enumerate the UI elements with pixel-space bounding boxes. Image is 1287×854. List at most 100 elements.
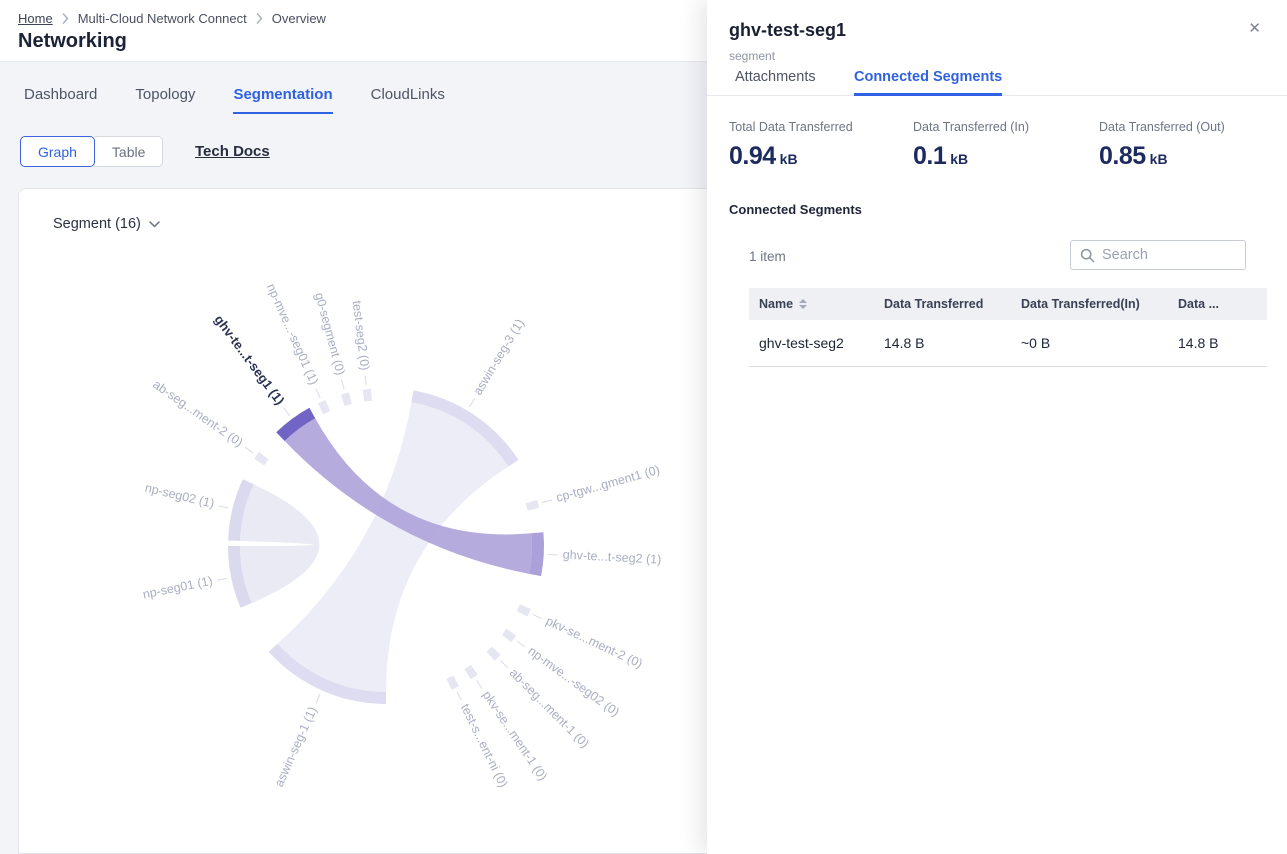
chord-leader-line	[469, 398, 476, 408]
panel-tab-connected-segments[interactable]: Connected Segments	[854, 69, 1003, 96]
column-header-data-truncated: Data ...	[1168, 288, 1267, 320]
cell-data-transferred: 14.8 B	[874, 320, 1011, 367]
page-title: Networking	[18, 30, 127, 52]
chord-leader-line	[283, 407, 291, 417]
chord-leader-line	[500, 660, 508, 668]
chord-ribbon-np-seg02-1-	[240, 484, 320, 603]
chevron-down-icon	[149, 216, 160, 232]
chord-arc-aswin-seg-3-1-[interactable]	[411, 390, 519, 467]
tab-topology[interactable]: Topology	[135, 86, 196, 103]
chord-arc-ghv-te-t-seg2-1-[interactable]	[529, 532, 545, 577]
stat-value: 0.85 kB	[1099, 142, 1168, 170]
chord-label-ab-seg-ment-2-0-: ab-seg...ment-2 (0)	[150, 377, 245, 449]
chord-leader-line	[476, 680, 483, 689]
close-icon[interactable]: ✕	[1248, 20, 1261, 37]
chord-arc-ab-seg-ment-2-0-[interactable]	[254, 452, 269, 466]
chord-arc-np-mve-seg02-0-[interactable]	[501, 628, 517, 643]
stat-total-data: Total Data Transferred 0.94 kB	[729, 120, 853, 171]
tab-cloudlinks[interactable]: CloudLinks	[370, 86, 445, 103]
chord-ribbon-aswin-seg-3-1-	[277, 402, 509, 692]
chord-leader-line	[541, 499, 552, 504]
connected-segments-heading: Connected Segments	[729, 202, 862, 217]
panel-title: ghv-test-seg1	[729, 20, 847, 40]
breadcrumb-item[interactable]: Multi-Cloud Network Connect	[77, 11, 247, 26]
tab-segmentation[interactable]: Segmentation	[233, 86, 333, 114]
stat-unit: kB	[779, 151, 798, 167]
chord-ribbon-ghv-te-t-seg1-1-[interactable]	[284, 418, 532, 574]
graph-view-button[interactable]: Graph	[20, 136, 95, 167]
search-box	[1070, 240, 1246, 270]
search-input[interactable]	[1102, 247, 1236, 263]
chevron-right-icon	[256, 13, 263, 24]
table-view-button[interactable]: Table	[94, 136, 164, 167]
panel-tab-attachments[interactable]: Attachments	[735, 69, 816, 85]
chord-arc-np-mve-seg01-1-[interactable]	[318, 400, 331, 415]
chord-leader-line	[315, 693, 321, 704]
tab-dashboard[interactable]: Dashboard	[24, 86, 98, 103]
chord-label-np-mve-seg01-1-: np-mve...-seg01 (1)	[264, 282, 321, 387]
segment-dropdown[interactable]: Segment (16)	[53, 216, 160, 232]
stat-unit: kB	[1149, 151, 1168, 167]
breadcrumb-item: Overview	[271, 11, 326, 26]
chevron-right-icon	[62, 13, 69, 24]
chord-leader-line	[341, 379, 345, 390]
segmentation-chord-chart: aswin-seg-3 (1) cp-tgw...gment1 (0) ghv-te…	[142, 282, 662, 790]
chord-arc-cp-tgw-gment1-0-[interactable]	[525, 499, 540, 511]
stat-value: 0.1 kB	[913, 142, 969, 170]
chord-label-ghv-te-t-seg1-1-: ghv-te...t-seg1 (1)	[212, 312, 288, 407]
segment-details-panel: Attachments Connected Segments ghv-test-…	[707, 0, 1287, 854]
stat-unit: kB	[950, 151, 969, 167]
stat-label: Data Transferred (Out)	[1099, 120, 1225, 134]
cell-data-transferred-out: 14.8 B	[1168, 320, 1267, 367]
stat-label: Total Data Transferred	[729, 120, 853, 134]
column-header-name[interactable]: Name	[749, 288, 874, 320]
chord-label-np-seg02-1-: np-seg02 (1)	[144, 481, 216, 511]
items-count: 1 item	[749, 249, 786, 264]
cell-data-transferred-in: ~0 B	[1011, 320, 1168, 367]
table-header-row: Name Data Transferred Data Transferred(I…	[749, 288, 1267, 320]
chord-label-aswin-seg-3-1-: aswin-seg-3 (1)	[471, 317, 527, 398]
main-nav-tabs: Dashboard Topology Segmentation CloudLin…	[24, 86, 445, 114]
chord-leader-line	[315, 388, 321, 399]
chord-arc-np-seg01-1-[interactable]	[228, 546, 252, 608]
panel-tabs: Attachments Connected Segments	[707, 0, 1287, 96]
connected-segments-table: Name Data Transferred Data Transferred(I…	[749, 288, 1267, 367]
chord-label-cp-tgw-gment1-0-: cp-tgw...gment1 (0)	[555, 463, 662, 505]
search-icon	[1080, 248, 1095, 263]
chord-arc-ab-seg-ment-1-0-[interactable]	[486, 646, 501, 661]
chord-leader-line	[532, 614, 543, 620]
chord-arc-aswin-seg-1-1-[interactable]	[268, 643, 386, 704]
chord-leader-line	[364, 375, 367, 386]
chord-label-aswin-seg-1-1-: aswin-seg-1 (1)	[272, 705, 320, 789]
breadcrumb: Home Multi-Cloud Network Connect Overvie…	[18, 11, 326, 26]
chord-label-ghv-te-t-seg2-1-: ghv-te...t-seg2 (1)	[562, 548, 661, 567]
stat-label: Data Transferred (In)	[913, 120, 1030, 134]
chord-leader-line	[516, 640, 526, 648]
chord-arc-pkv-se-ment-1-0-[interactable]	[464, 664, 478, 680]
table-row[interactable]: ghv-test-seg2 14.8 B ~0 B 14.8 B	[749, 320, 1267, 367]
chord-arc-ghv-te-t-seg1-1-[interactable]	[276, 407, 316, 441]
stat-value: 0.94 kB	[729, 142, 798, 170]
chord-leader-line	[244, 446, 254, 454]
sort-icon[interactable]	[799, 299, 808, 309]
chord-leader-line	[217, 577, 228, 581]
chord-arc-pkv-se-ment-2-0-[interactable]	[516, 604, 531, 617]
stat-data-out: Data Transferred (Out) 0.85 kB	[1099, 120, 1225, 171]
chord-arc-test-seg2-0-[interactable]	[362, 388, 372, 402]
stat-data-in: Data Transferred (In) 0.1 kB	[913, 120, 1029, 171]
chord-label-g0-segment-0-: g0-segment (0)	[312, 291, 347, 377]
tech-docs-link[interactable]: Tech Docs	[195, 143, 270, 160]
segment-dropdown-label: Segment (16)	[53, 216, 141, 232]
column-header-data-transferred: Data Transferred	[874, 288, 1011, 320]
chord-arc-test-s-ent-ni-0-[interactable]	[446, 675, 460, 690]
panel-subtitle: segment	[729, 49, 776, 63]
chord-label-test-seg2-0-: test-seg2 (0)	[350, 300, 372, 371]
chord-leader-line	[218, 505, 229, 509]
chord-label-np-seg01-1-: np-seg01 (1)	[142, 574, 214, 602]
chord-arc-g0-segment-0-[interactable]	[341, 392, 352, 406]
column-header-data-transferred-in: Data Transferred(In)	[1011, 288, 1168, 320]
cell-segment-name[interactable]: ghv-test-seg2	[749, 320, 874, 367]
chord-arc-np-seg02-1-[interactable]	[228, 479, 254, 541]
view-toggle: Graph Table	[20, 136, 164, 167]
breadcrumb-home-link[interactable]: Home	[18, 11, 53, 26]
